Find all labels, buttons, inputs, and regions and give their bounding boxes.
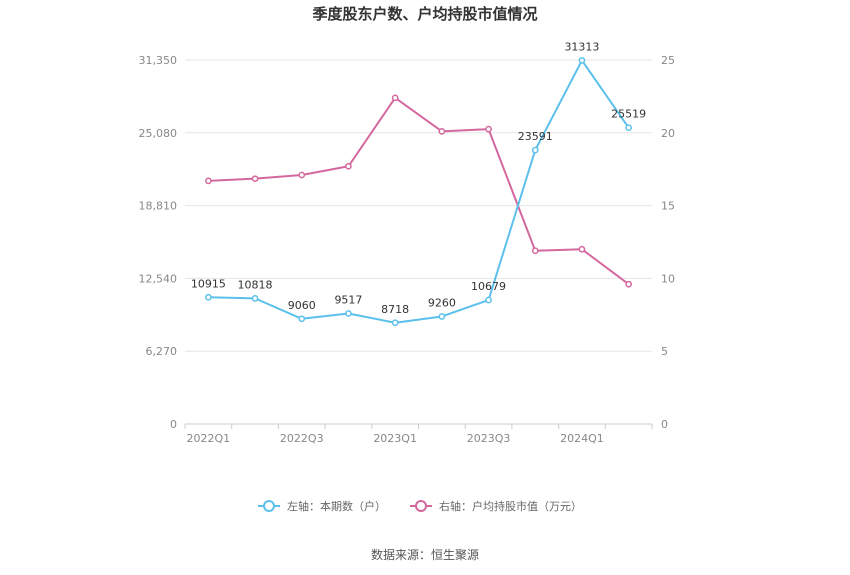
series-layer — [205, 57, 633, 327]
data-label: 23591 — [518, 130, 553, 143]
legend-item-left[interactable]: 左轴：本期数（户） — [258, 499, 386, 513]
x-axis: 2022Q1 2022Q3 2023Q1 2023Q3 2024Q1 — [184, 424, 653, 445]
data-label: 9517 — [334, 293, 362, 306]
y-left-tick-label: 12,540 — [139, 272, 178, 285]
data-label: 9060 — [288, 299, 316, 312]
legend-label: 左轴：本期数（户） — [287, 499, 386, 513]
chart-title: 季度股东户数、户均持股市值情况 — [312, 5, 537, 23]
data-point-right — [531, 247, 539, 255]
data-point-left — [205, 293, 212, 301]
data-point-right — [391, 94, 399, 102]
data-label: 8718 — [381, 303, 409, 316]
legend[interactable]: 左轴：本期数（户） 右轴：户均持股市值（万元） — [258, 499, 582, 513]
data-point-left — [485, 296, 492, 304]
y-left-tick-label: 6,270 — [146, 345, 178, 358]
y-right-tick-label: 15 — [661, 200, 675, 213]
data-point-left — [438, 313, 446, 320]
data-point-right — [438, 127, 446, 135]
data-label: 25519 — [611, 108, 646, 121]
data-label: 10679 — [471, 280, 506, 293]
left-axis: 0 6,270 12,540 18,810 25,080 31,350 — [139, 54, 178, 431]
data-point-right — [251, 175, 259, 183]
y-right-tick-label: 10 — [661, 272, 675, 285]
data-label: 9260 — [428, 296, 456, 309]
data-point-right — [345, 162, 352, 170]
grid — [185, 59, 652, 425]
data-label: 10915 — [191, 277, 226, 290]
x-tick-label: 2022Q3 — [280, 432, 324, 445]
data-point-right — [625, 280, 633, 288]
legend-label: 右轴：户均持股市值（万元） — [439, 499, 582, 513]
data-point-left — [298, 315, 306, 323]
y-right-tick-label: 20 — [661, 127, 675, 140]
data-point-right — [205, 177, 212, 185]
y-right-tick-label: 5 — [661, 345, 668, 358]
legend-swatch-marker — [415, 500, 427, 512]
data-point-left — [345, 310, 352, 317]
y-right-tick-label: 0 — [661, 418, 668, 431]
data-point-right — [485, 125, 492, 133]
y-left-tick-label: 0 — [170, 418, 177, 431]
x-tick-label: 2022Q1 — [187, 432, 231, 445]
data-point-left — [531, 146, 539, 154]
data-point-right — [578, 245, 586, 253]
data-point-right — [298, 171, 306, 179]
x-tick-label: 2023Q3 — [467, 432, 511, 445]
data-labels: 10915 10818 9060 9517 8718 9260 10679 23591 3131… — [191, 40, 646, 315]
legend-swatch-marker — [263, 500, 275, 512]
y-left-tick-label: 31,350 — [139, 54, 178, 67]
right-axis: 0 5 10 15 20 25 — [661, 54, 675, 431]
data-point-left — [578, 57, 586, 64]
x-tick-label: 2023Q1 — [373, 432, 417, 445]
y-right-tick-label: 25 — [661, 54, 675, 67]
data-label: 31313 — [564, 40, 599, 53]
data-point-left — [391, 319, 399, 327]
series-line-right — [208, 96, 630, 286]
data-point-left — [251, 295, 259, 302]
data-label: 10818 — [238, 278, 273, 291]
x-tick-label: 2024Q1 — [560, 432, 604, 445]
data-point-left — [625, 124, 633, 132]
legend-item-right[interactable]: 右轴：户均持股市值（万元） — [410, 499, 582, 513]
y-left-tick-label: 25,080 — [139, 127, 178, 140]
y-left-tick-label: 18,810 — [139, 200, 178, 213]
series-line-left — [208, 59, 630, 324]
source-note: 数据来源：恒生聚源 — [371, 547, 479, 562]
